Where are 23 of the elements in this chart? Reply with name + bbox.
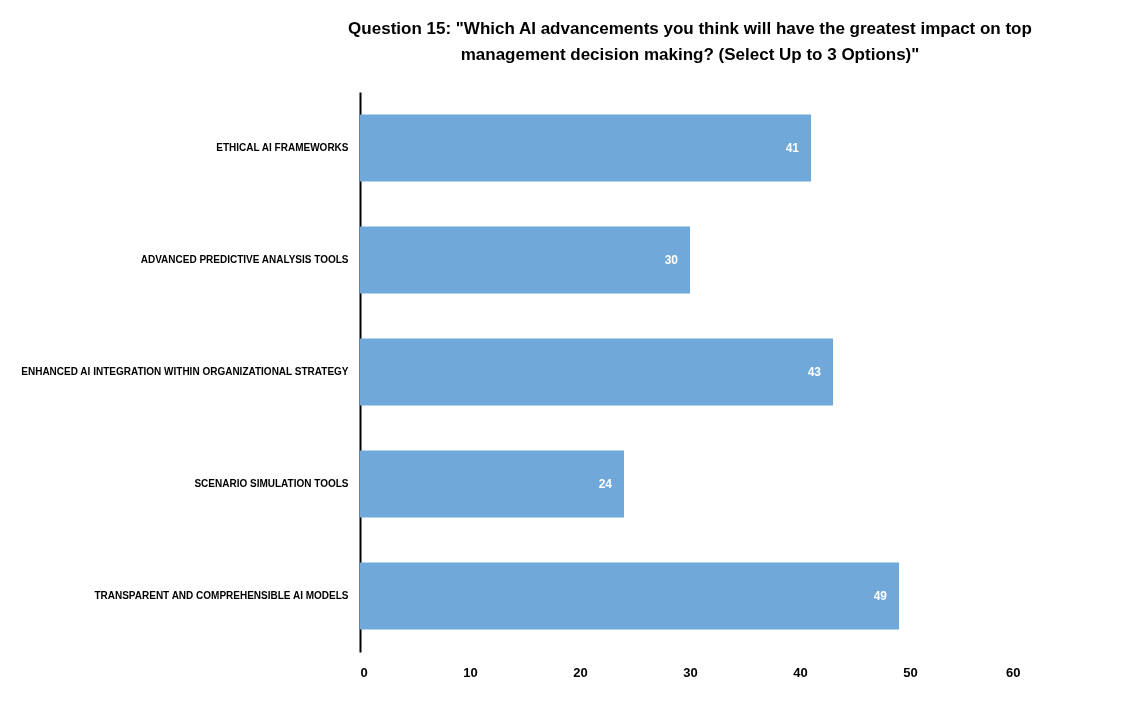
bar bbox=[360, 226, 690, 294]
data-label: 49 bbox=[873, 589, 888, 603]
chart-title: Question 15: "Which AI advancements you think will have the greatest impact on top management decision making? (Select Up to 3 Options)" bbox=[348, 19, 1032, 64]
y-tick-label: ENHANCED AI INTEGRATION WITHIN ORGANIZATIONAL STRATEGY bbox=[21, 366, 349, 377]
bar bbox=[360, 450, 624, 518]
x-tick-label: 50 bbox=[903, 664, 918, 680]
x-tick-label: 10 bbox=[463, 664, 478, 680]
x-tick-label: 30 bbox=[683, 664, 698, 680]
x-tick-label: 20 bbox=[573, 664, 588, 680]
data-label: 30 bbox=[664, 253, 679, 267]
x-tick-label: 0 bbox=[360, 664, 368, 680]
bar bbox=[360, 338, 833, 406]
y-tick-label: ETHICAL AI FRAMEWORKS bbox=[216, 142, 349, 153]
y-tick-label: SCENARIO SIMULATION TOOLS bbox=[194, 478, 349, 489]
y-tick-label: ADVANCED PREDICTIVE ANALYSIS TOOLS bbox=[140, 254, 349, 265]
x-tick-label: 60 bbox=[1006, 664, 1021, 680]
data-label: 41 bbox=[785, 141, 800, 155]
bar bbox=[360, 114, 811, 182]
data-label: 43 bbox=[807, 365, 822, 379]
y-tick-label: TRANSPARENT AND COMPREHENSIBLE AI MODELS bbox=[94, 590, 349, 601]
data-label: 24 bbox=[598, 477, 613, 491]
x-tick-label: 40 bbox=[793, 664, 808, 680]
bar bbox=[360, 562, 899, 630]
